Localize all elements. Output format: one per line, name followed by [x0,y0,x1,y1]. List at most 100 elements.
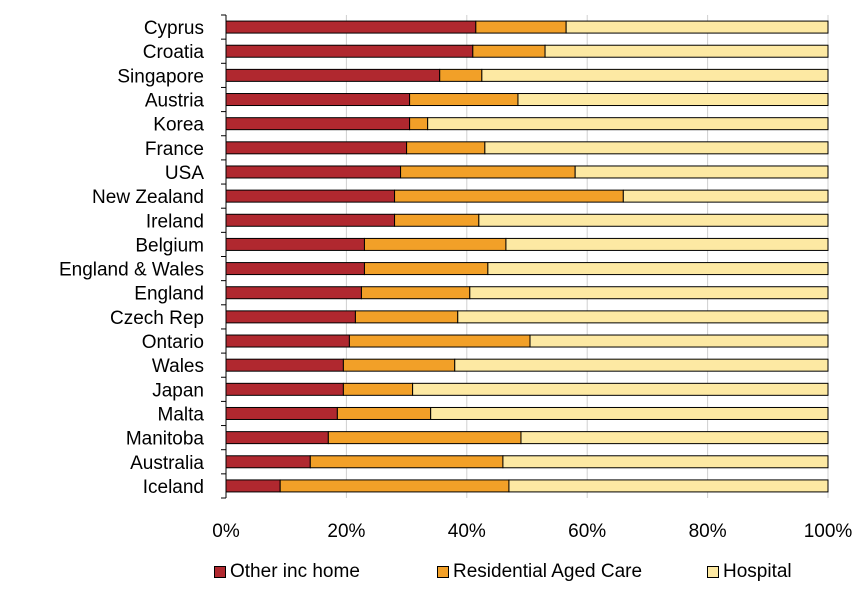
category-label: England [134,284,204,305]
bar-australia-other-inc-home [225,455,311,469]
legend-item-residential-aged-care: Residential Aged Care [437,561,642,583]
bar-manitoba-hospital [520,431,829,445]
bar-france-other-inc-home [225,141,408,155]
axes [221,14,227,499]
category-label: Japan [152,380,204,401]
category-label: Korea [153,115,204,136]
bar-ireland-hospital [478,213,829,227]
bar-korea-residential-aged-care [409,117,429,131]
bar-wales-hospital [454,358,829,372]
bar-korea-other-inc-home [225,117,411,131]
bar-malta-residential-aged-care [336,406,432,420]
category-label: England & Wales [59,260,204,281]
bar-france-residential-aged-care [406,141,486,155]
bar-czech-rep-residential-aged-care [354,310,459,324]
bar-usa-other-inc-home [225,165,402,179]
bar-austria-residential-aged-care [409,93,519,107]
legend-label-hospital: Hospital [723,561,792,582]
bar-manitoba-residential-aged-care [327,431,522,445]
bar-croatia-hospital [544,44,829,58]
x-tick-label: 60% [568,521,606,542]
bars [225,20,829,493]
legend-swatch-other-inc-home [214,566,226,578]
gridlines [345,15,829,498]
category-labels: Cyprus Croatia Singapore Austria Korea France… [59,18,204,498]
bar-australia-hospital [502,455,829,469]
legend-label-residential-aged-care: Residential Aged Care [453,561,643,582]
bar-malta-hospital [430,406,829,420]
category-label: France [145,139,204,160]
bar-singapore-other-inc-home [225,68,441,82]
bar-england-hospital [469,286,829,300]
bar-iceland-residential-aged-care [279,479,510,493]
bar-ontario-residential-aged-care [348,334,531,348]
category-label: Malta [158,404,205,425]
bar-korea-hospital [427,117,829,131]
category-label: Czech Rep [110,308,204,329]
category-label: Iceland [143,477,204,498]
bar-japan-residential-aged-care [342,382,414,396]
legend-item-hospital: Hospital [707,561,792,583]
bar-japan-other-inc-home [225,382,344,396]
legend: Other inc home Residential Aged Care Hos… [0,561,859,589]
bar-ireland-residential-aged-care [394,213,480,227]
bar-belgium-hospital [505,237,829,251]
legend-swatch-residential-aged-care [437,566,449,578]
category-label: Belgium [135,235,204,256]
bar-croatia-other-inc-home [225,44,474,58]
bar-england-residential-aged-care [360,286,471,300]
x-tick-label: 80% [689,521,727,542]
category-label: USA [165,163,204,184]
bar-belgium-residential-aged-care [363,237,507,251]
bar-czech-rep-other-inc-home [225,310,356,324]
bar-usa-residential-aged-care [400,165,576,179]
legend-label-other-inc-home: Other inc home [230,561,360,582]
category-label: Singapore [117,66,204,87]
category-label: Ireland [146,211,204,232]
bar-ireland-other-inc-home [225,213,396,227]
bar-cyprus-residential-aged-care [475,20,567,34]
bar-new-zealand-hospital [622,189,829,203]
category-label: Wales [152,356,204,377]
bar-new-zealand-other-inc-home [225,189,396,203]
bar-england-wales-residential-aged-care [363,262,489,276]
bar-austria-other-inc-home [225,93,411,107]
x-tick-label: 100% [804,521,853,542]
bar-ontario-hospital [529,334,829,348]
category-label: Austria [145,91,205,112]
bar-ontario-other-inc-home [225,334,350,348]
bar-iceland-hospital [508,479,829,493]
bar-france-hospital [484,141,829,155]
bar-usa-hospital [574,165,829,179]
bar-japan-hospital [412,382,829,396]
bar-czech-rep-hospital [457,310,829,324]
bar-cyprus-hospital [565,20,829,34]
bar-malta-other-inc-home [225,406,338,420]
bar-manitoba-other-inc-home [225,431,329,445]
category-label: Australia [130,453,204,474]
bar-england-wales-other-inc-home [225,262,365,276]
bar-singapore-hospital [481,68,829,82]
legend-swatch-hospital [707,566,719,578]
bar-australia-residential-aged-care [309,455,504,469]
stacked-bar-chart: Cyprus Croatia Singapore Austria Korea France… [59,14,852,542]
category-label: Ontario [142,332,204,353]
bar-england-other-inc-home [225,286,362,300]
bar-cyprus-other-inc-home [225,20,477,34]
bar-belgium-other-inc-home [225,237,365,251]
category-label: Manitoba [126,429,205,450]
category-label: Croatia [143,42,205,63]
bar-austria-hospital [517,93,829,107]
bar-england-wales-hospital [487,262,829,276]
bar-wales-residential-aged-care [342,358,456,372]
x-tick-labels: 0% 20% 40% 60% 80% 100% [212,521,852,542]
legend-item-other-inc-home: Other inc home [214,561,360,583]
category-label: New Zealand [92,187,204,208]
bar-new-zealand-residential-aged-care [394,189,624,203]
x-tick-label: 40% [448,521,486,542]
x-tick-label: 20% [327,521,365,542]
bar-croatia-residential-aged-care [472,44,546,58]
x-tick-label: 0% [212,521,240,542]
bar-singapore-residential-aged-care [439,68,483,82]
bar-wales-other-inc-home [225,358,344,372]
